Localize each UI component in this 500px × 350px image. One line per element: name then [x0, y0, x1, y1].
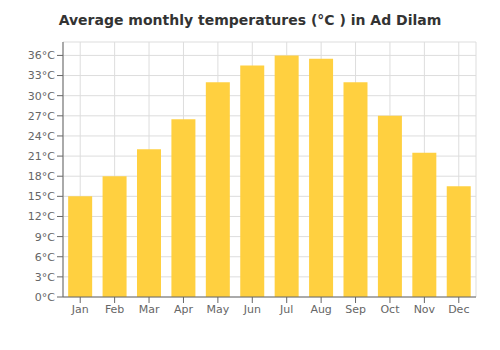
svg-text:May: May — [207, 303, 230, 316]
svg-text:Jun: Jun — [243, 303, 261, 316]
svg-text:Dec: Dec — [448, 303, 469, 316]
svg-text:6°C: 6°C — [35, 251, 55, 264]
svg-text:Jul: Jul — [279, 303, 293, 316]
svg-text:Apr: Apr — [174, 303, 194, 316]
html-text:Average monthly temperatures (: Average monthly temperatures (°C ) in Ad… — [58, 12, 442, 28]
svg-text:33°C: 33°C — [28, 69, 55, 82]
svg-text:Jan: Jan — [71, 303, 89, 316]
svg-text:15°C: 15°C — [28, 190, 55, 203]
svg-text:27°C: 27°C — [28, 110, 55, 123]
svg-text:30°C: 30°C — [28, 90, 55, 103]
svg-text:12°C: 12°C — [28, 210, 55, 223]
svg-text:0°C: 0°C — [35, 291, 55, 304]
svg-text:21°C: 21°C — [28, 150, 55, 163]
svg-text:Feb: Feb — [105, 303, 124, 316]
svg-text:9°C: 9°C — [35, 231, 55, 244]
svg-text:Oct: Oct — [380, 303, 400, 316]
svg-text:36°C: 36°C — [28, 49, 55, 62]
svg-text:Aug: Aug — [310, 303, 331, 316]
svg-text:Mar: Mar — [139, 303, 160, 316]
svg-text:24°C: 24°C — [28, 130, 55, 143]
svg-text:18°C: 18°C — [28, 170, 55, 183]
svg-text:Nov: Nov — [414, 303, 436, 316]
svg-text:Sep: Sep — [345, 303, 366, 316]
svg-text:3°C: 3°C — [35, 271, 55, 284]
